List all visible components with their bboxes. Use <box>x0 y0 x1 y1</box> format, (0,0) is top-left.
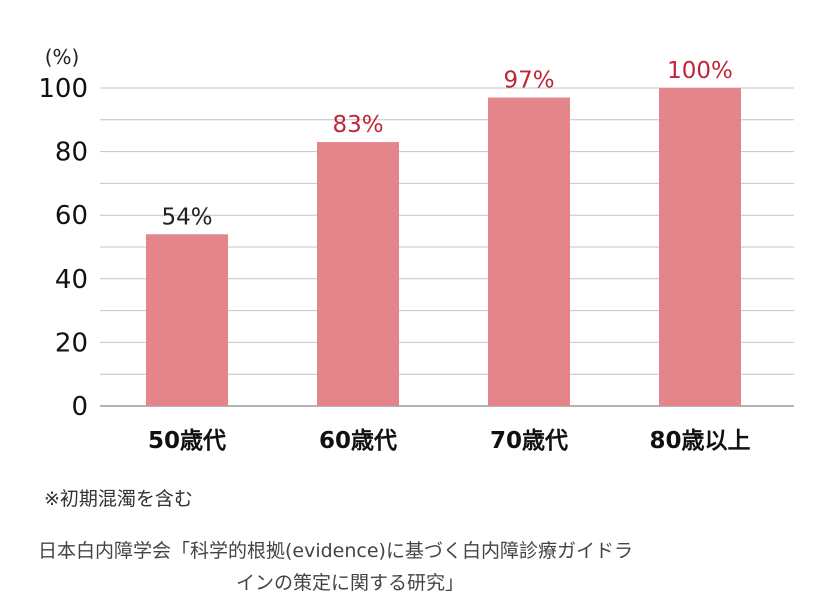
data-label: 54% <box>161 204 212 230</box>
bar-chart: (%) 0 20 40 60 80 100 54% 83% 97% 100% 50歳代 60歳代 7… <box>38 45 794 454</box>
x-tick-label: 60歳代 <box>319 428 397 454</box>
y-tick-label: 80 <box>55 138 88 168</box>
y-tick-label: 0 <box>71 392 88 422</box>
y-tick-labels: 0 20 40 60 80 100 <box>38 74 88 422</box>
x-tick-label: 50歳代 <box>148 428 226 454</box>
bar <box>659 88 741 406</box>
x-tick-label: 70歳代 <box>490 428 568 454</box>
bar <box>488 97 570 406</box>
bar <box>146 234 228 406</box>
bars <box>146 88 741 406</box>
data-labels: 54% 83% 97% 100% <box>161 58 732 230</box>
source-citation-line-2: インの策定に関する研究」 <box>236 572 465 594</box>
y-tick-label: 40 <box>55 265 88 295</box>
bar <box>317 142 399 406</box>
source-citation-line-1: 日本白内障学会「科学的根拠(evidence)に基づく白内障診療ガイドラ <box>38 540 633 562</box>
y-tick-label: 100 <box>38 74 88 104</box>
y-tick-label: 20 <box>55 328 88 358</box>
y-tick-label: 60 <box>55 201 88 231</box>
footnote: ※初期混濁を含む <box>44 488 193 510</box>
data-label: 100% <box>667 58 733 84</box>
data-label: 97% <box>503 68 554 94</box>
x-tick-label: 80歳以上 <box>649 428 750 454</box>
y-unit-label: (%) <box>45 45 80 69</box>
data-label: 83% <box>332 112 383 138</box>
x-tick-labels: 50歳代 60歳代 70歳代 80歳以上 <box>148 428 751 454</box>
